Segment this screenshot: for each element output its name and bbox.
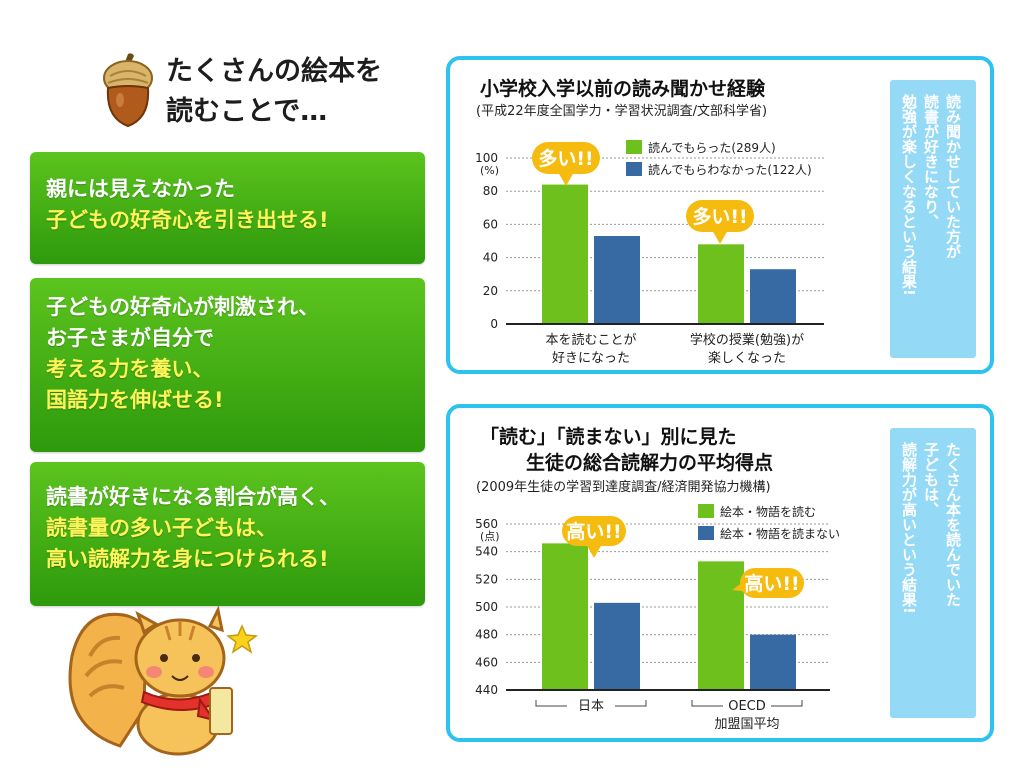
callout-label: 多い!! (692, 205, 747, 228)
legend-label: 読んでもらった(289人) (648, 140, 776, 155)
y-tick-label: 480 (475, 628, 498, 642)
callout-body (686, 200, 754, 232)
card-line: お子さまが自分で (46, 326, 214, 350)
bar-green (698, 561, 744, 690)
chart-panel-reading-score: 「読む」「読まない」別に見た 生徒の総合読解力の平均得点 (2009年生徒の学習… (446, 404, 994, 742)
callout-label: 高い!! (566, 520, 621, 543)
callout-tail (586, 544, 602, 558)
card-line: 読書が好きになる割合が高く、 (46, 485, 340, 509)
card-line-highlight: 高い読解力を身につけられる! (46, 547, 329, 571)
y-tick-label: 100 (475, 151, 498, 165)
chart-panel-reading-aloud: 小学校入学以前の読み聞かせ経験 (平成22年度全国学力・学習状況調査/文部科学省… (446, 56, 994, 374)
legend-swatch (626, 140, 642, 154)
side-note-text: たくさん本を読んでいた 子どもは、 読解力が高いという結果! (900, 442, 962, 614)
heading-line-2: 読むことで… (166, 96, 328, 127)
x-tick-label: OECD (728, 699, 766, 714)
y-tick-label: 0 (490, 317, 498, 331)
y-tick-label: 440 (475, 683, 498, 697)
category-bracket (535, 700, 567, 707)
bar-green (542, 184, 588, 324)
y-tick-label: 20 (483, 284, 498, 298)
chart-title-line-2: 生徒の総合読解力の平均得点 (526, 452, 774, 474)
squirrel-mascot-icon (68, 605, 258, 756)
y-tick-label: 560 (475, 517, 498, 531)
card-line: 親には見えなかった (46, 177, 235, 201)
y-tick-label: 40 (483, 251, 498, 265)
chart-title-line-1: 「読む」「読まない」別に見た (480, 426, 737, 448)
y-axis-label: (点) (480, 530, 500, 543)
bar-blue (750, 634, 796, 690)
acorn-icon (103, 53, 153, 128)
card-line: 子どもの好奇心が刺激され、 (46, 295, 320, 319)
bar-blue (750, 269, 796, 324)
callout-tail (712, 230, 728, 244)
bar-green (698, 244, 744, 324)
callout-bubble: 高い!! (732, 568, 804, 598)
side-note: たくさん本を読んでいた 子どもは、 読解力が高いという結果! (890, 428, 976, 718)
legend-swatch (698, 526, 714, 540)
callout-label: 高い!! (744, 572, 799, 595)
page-heading: たくさんの絵本を 読むことで… (166, 52, 382, 132)
y-tick-label: 540 (475, 545, 498, 559)
legend-label: 読んでもらわなかった(122人) (648, 162, 812, 177)
x-tick-label: 加盟国平均 (714, 717, 779, 732)
x-tick-label: 日本 (578, 699, 604, 714)
y-tick-label: 500 (475, 600, 498, 614)
callout-body (562, 516, 626, 546)
x-tick-label: 楽しくなった (708, 350, 786, 366)
legend-swatch (698, 504, 714, 518)
card-line-highlight: 子どもの好奇心を引き出せる! (46, 208, 329, 232)
y-tick-label: 520 (475, 572, 498, 586)
bar-blue (594, 602, 640, 690)
callout-body (532, 142, 600, 174)
y-tick-label: 60 (483, 217, 498, 231)
card-line-highlight: 考える力を養い、 (46, 357, 214, 381)
chart-subtitle: (2009年生徒の学習到達度調査/経済開発協力機構) (476, 480, 771, 495)
y-axis-label: (%) (480, 164, 499, 177)
legend-swatch (626, 162, 642, 176)
category-bracket (691, 700, 723, 707)
x-tick-label: 本を読むことが (545, 332, 636, 348)
category-bracket (615, 700, 647, 707)
callout-tail (558, 172, 574, 186)
x-tick-label: 学校の授業(勉強)が (690, 332, 804, 348)
category-bracket (771, 700, 803, 707)
callout-bubble: 多い!! (532, 142, 600, 186)
benefit-card-3: 読書が好きになる割合が高く、 読書量の多い子どもは、 高い読解力を身につけられる… (30, 462, 425, 606)
callout-bubble: 多い!! (686, 200, 754, 244)
callout-bubble: 高い!! (562, 516, 626, 558)
callout-body (740, 568, 804, 598)
chart-subtitle: (平成22年度全国学力・学習状況調査/文部科学省) (476, 104, 768, 119)
card-line-highlight: 読書量の多い子どもは、 (46, 516, 277, 540)
y-tick-label: 80 (483, 184, 498, 198)
heading-line-1: たくさんの絵本を (166, 56, 382, 87)
side-note-text: 読み聞かせしていた方が 読書が好きになり、 勉強が楽しくなるという結果! (900, 94, 962, 296)
legend-label: 絵本・物語を読まない (720, 526, 840, 541)
chart-title: 小学校入学以前の読み聞かせ経験 (480, 78, 766, 100)
x-tick-label: 好きになった (552, 351, 630, 366)
callout-label: 多い!! (538, 147, 593, 170)
bar-chart-reading-score: 440 460 480 500 520 540 560(点) 日本 OECD 加盟国平均 絵本・物語… (475, 504, 840, 732)
legend-label: 絵本・物語を読む (720, 504, 816, 519)
card-line-highlight: 国語力を伸ばせる! (46, 388, 224, 412)
benefit-card-2: 子どもの好奇心が刺激され、 お子さまが自分で 考える力を養い、 国語力を伸ばせる… (30, 278, 425, 452)
y-tick-label: 460 (475, 655, 498, 669)
side-note: 読み聞かせしていた方が 読書が好きになり、 勉強が楽しくなるという結果! (890, 80, 976, 358)
benefit-card-1: 親には見えなかった 子どもの好奇心を引き出せる! (30, 152, 425, 264)
heading-area: たくさんの絵本を 読むことで… (100, 46, 430, 136)
bar-green (542, 543, 588, 690)
bar-blue (594, 236, 640, 324)
